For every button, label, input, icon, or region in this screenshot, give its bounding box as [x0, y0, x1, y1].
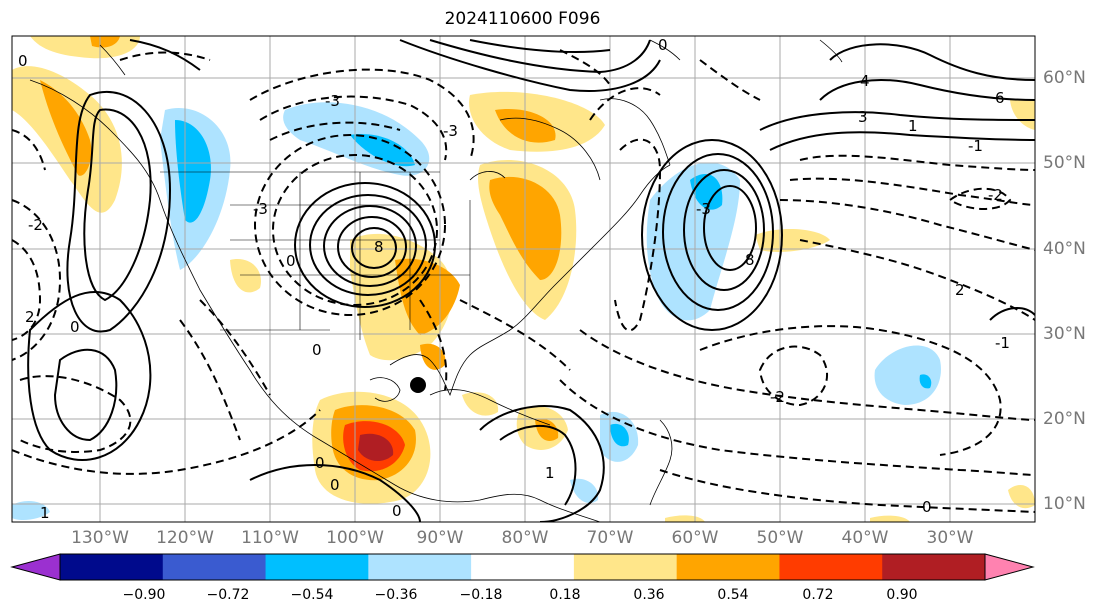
contour-label: -1	[995, 334, 1010, 352]
contour-label: -2	[770, 388, 785, 406]
lon-label: 50°W	[756, 528, 804, 548]
dashed-contours	[12, 49, 1035, 513]
contour-label: -1	[968, 137, 983, 155]
colorbar-tick-label: 0.90	[886, 587, 918, 603]
contour-label: -2	[988, 186, 1003, 204]
shade-sw-blue	[12, 500, 50, 520]
shade-mid-atl-blue	[874, 345, 941, 405]
colorbar-frame	[59, 553, 986, 581]
colorbar-segment	[60, 554, 164, 580]
lat-label: 20°N	[1043, 409, 1086, 429]
contour-label: -3	[325, 92, 340, 110]
lon-label: 40°W	[841, 528, 889, 548]
shade-west-blue-dark	[175, 120, 211, 223]
colorbar-tick-label: −0.90	[122, 587, 166, 603]
shade-top-orange	[90, 36, 120, 48]
colorbar-tick-label: 0.18	[549, 587, 581, 603]
contour-label: 1	[545, 464, 555, 482]
colorbar-tick-label: 0.36	[633, 587, 665, 603]
shade-cuba-yellow	[462, 392, 499, 416]
colorbar-segment	[471, 554, 575, 580]
contour-label: 0	[658, 36, 668, 54]
contour-label: 0	[70, 318, 80, 336]
colorbar-segment	[882, 554, 986, 580]
colorbar-tick-label: −0.36	[374, 587, 418, 603]
lat-label: 30°N	[1043, 324, 1086, 344]
colorbar-segment	[573, 554, 678, 580]
colorbar-segment	[265, 554, 369, 580]
contour-label: -3	[696, 200, 711, 218]
contour-label: 8	[745, 251, 755, 269]
lat-label: 50°N	[1043, 153, 1086, 173]
colorbar-tick-label: 0.54	[717, 587, 749, 603]
shade-north-blue-dark	[350, 134, 415, 167]
map-panel: 0 0 0 0 0 0 0 0 0 3 4 6 8 8 -3 -3 -3 -3 …	[11, 35, 1036, 523]
contour-label: 4	[860, 72, 870, 90]
contour-label: 0	[330, 476, 340, 494]
map-title: 2024110600 F096	[444, 9, 601, 29]
contour-label: 0	[315, 454, 325, 472]
colorbar-segment	[368, 554, 472, 580]
map-frame	[11, 35, 1036, 523]
shade-gulf-darkred	[358, 433, 394, 462]
colorbar-extend-min	[10, 553, 61, 581]
lon-label: 120°W	[156, 528, 214, 548]
colorbar-segments	[10, 553, 1035, 581]
contour-label: 1	[908, 117, 918, 135]
contour-label: -3	[443, 122, 458, 140]
shade-carib-blue-dark	[610, 423, 629, 447]
lat-label: 60°N	[1043, 68, 1086, 88]
lon-label: 80°W	[501, 528, 549, 548]
contour-label: 0	[922, 498, 932, 516]
shade-pacific-blue-small	[570, 478, 599, 504]
contour-label: 2	[955, 281, 965, 299]
shade-pacific-orange	[40, 80, 92, 176]
contour-label: -3	[253, 200, 268, 218]
shade-carib-orange	[535, 418, 559, 441]
lon-label: 30°W	[926, 528, 974, 548]
contour-label: 8	[374, 238, 384, 256]
storm-center-marker	[410, 377, 426, 393]
contour-label-layer: 0 0 0 0 0 0 0 0 0 3 4 6 8 8 -3 -3 -3 -3 …	[18, 36, 1010, 522]
shade-ne-yellow	[1010, 100, 1035, 130]
colorbar	[10, 553, 1035, 581]
colorbar-tick-label: −0.54	[290, 587, 334, 603]
contour-label: 1	[40, 504, 50, 522]
lat-label: 40°N	[1043, 239, 1086, 259]
contour-label: 0	[286, 252, 296, 270]
colorbar-segment	[779, 554, 883, 580]
gridlines	[12, 36, 1035, 522]
shade-florida-orange	[420, 343, 446, 370]
lon-label: 100°W	[326, 528, 384, 548]
colorbar-segment	[162, 554, 267, 580]
contour-label: 6	[995, 89, 1005, 107]
contour-label: -2	[28, 216, 43, 234]
colorbar-tick-label: 0.72	[802, 587, 834, 603]
contour-label: 3	[858, 108, 868, 126]
contour-label: 0	[392, 502, 402, 520]
shade-mid-atl-blue-dark	[919, 374, 932, 389]
coastlines	[29, 39, 843, 522]
contour-label: 0	[18, 52, 28, 70]
shade-se-yellow	[1008, 485, 1035, 509]
colorbar-segment	[676, 554, 780, 580]
lon-label: 70°W	[586, 528, 634, 548]
colorbar-tick-label: −0.72	[206, 587, 250, 603]
lon-label: 60°W	[671, 528, 719, 548]
colorbar-extend-max	[984, 553, 1035, 581]
lon-label: 130°W	[71, 528, 129, 548]
solid-contours	[27, 39, 1035, 522]
lon-label: 110°W	[241, 528, 299, 548]
shade-small-yellow	[230, 259, 261, 293]
contour-label: 0	[312, 341, 322, 359]
shade-bottom-yellow2	[870, 515, 910, 522]
contour-label: 2	[25, 308, 35, 326]
lon-label: 90°W	[416, 528, 464, 548]
colorbar-tick-label: −0.18	[459, 587, 503, 603]
lat-label: 10°N	[1043, 494, 1086, 514]
